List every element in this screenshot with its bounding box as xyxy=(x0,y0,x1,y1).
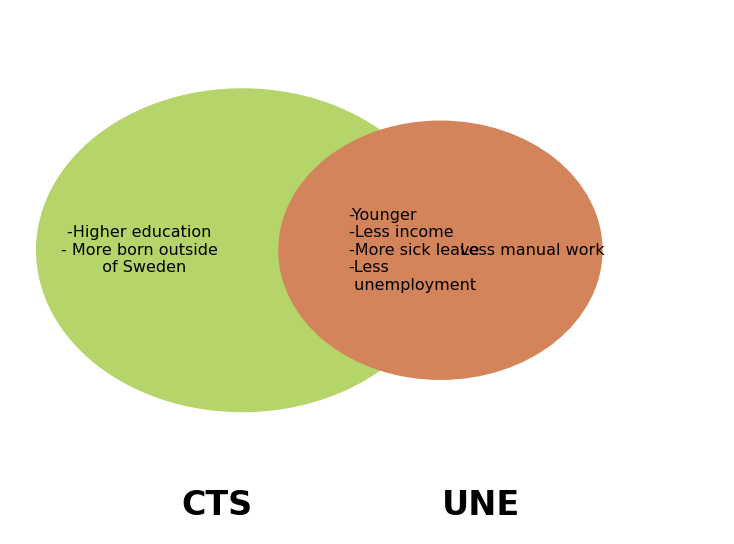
Ellipse shape xyxy=(37,89,448,411)
Text: Less manual work: Less manual work xyxy=(459,243,605,258)
Text: UNE: UNE xyxy=(442,490,520,522)
Ellipse shape xyxy=(279,121,602,379)
Text: -Younger
-Less income
-More sick leave
-Less
 unemployment: -Younger -Less income -More sick leave -… xyxy=(349,208,479,293)
Text: -Higher education
- More born outside
  of Sweden: -Higher education - More born outside of… xyxy=(61,225,218,275)
Text: CTS: CTS xyxy=(181,490,252,522)
